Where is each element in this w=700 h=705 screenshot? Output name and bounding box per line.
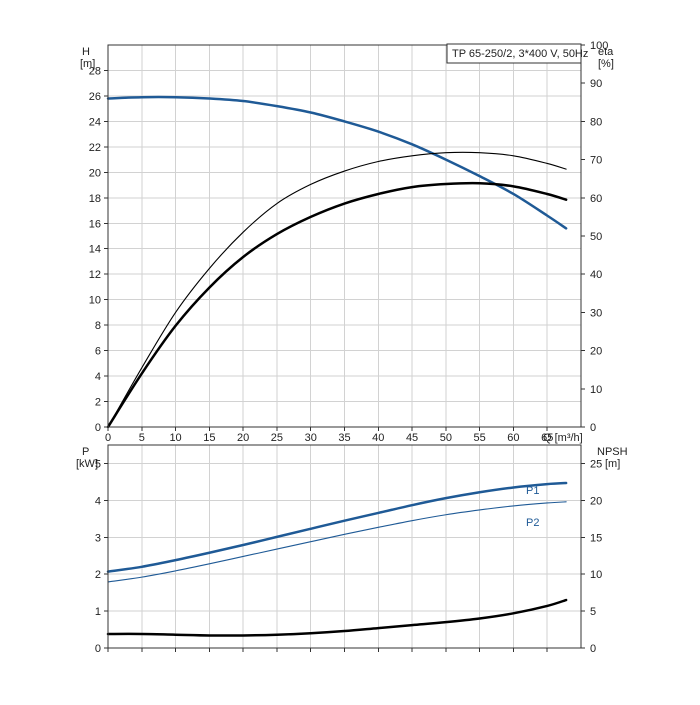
left-tick-label: 12 — [89, 269, 101, 281]
x-tick-label: 20 — [237, 432, 249, 444]
lower-left-axis-label: P — [82, 446, 89, 458]
left-tick-label: 22 — [89, 142, 101, 154]
grid-layer — [108, 45, 581, 648]
upper-left-axis-label: H — [82, 46, 90, 58]
title-box — [446, 43, 582, 64]
lower-series-line-2 — [107, 501, 567, 583]
left-tick-label: 1 — [95, 606, 101, 618]
x-tick-label: 60 — [507, 432, 519, 444]
upper-right-axis-label: eta — [598, 46, 614, 58]
left-tick-label: 26 — [89, 91, 101, 103]
right-tick-label: 0 — [590, 422, 596, 434]
left-tick-label: 4 — [95, 371, 101, 383]
left-tick-label: 20 — [89, 167, 101, 179]
right-tick-label: 30 — [590, 307, 602, 319]
right-tick-label: 50 — [590, 231, 602, 243]
left-tick-label: 3 — [95, 532, 101, 544]
left-tick-label: 28 — [89, 65, 101, 77]
lower-right-axis-label: NPSH — [597, 446, 628, 458]
left-tick-label: 24 — [89, 116, 101, 128]
left-tick-label: 10 — [89, 295, 101, 307]
right-tick-label: 90 — [590, 78, 602, 90]
left-tick-label: 6 — [95, 346, 101, 358]
x-tick-label: 45 — [406, 432, 418, 444]
right-tick-label: 20 — [590, 346, 602, 358]
left-tick-label: 18 — [89, 193, 101, 205]
right-tick-label: 80 — [590, 116, 602, 128]
left-tick-label: 0 — [95, 422, 101, 434]
right-tick-label: 15 — [590, 532, 602, 544]
x-tick-label: 40 — [372, 432, 384, 444]
x-tick-label: 0 — [105, 432, 111, 444]
upper-series-line-1 — [106, 95, 568, 230]
x-tick-label: 10 — [169, 432, 181, 444]
x-tick-label: 65 — [541, 432, 553, 444]
title-box-text: TP 65-250/2, 3*400 V, 50Hz — [452, 48, 588, 60]
upper-left-axis-unit: [m] — [80, 58, 95, 70]
axis-layer: 0246810121416182022242628010203040506070… — [89, 40, 609, 655]
x-tick-label: 35 — [338, 432, 350, 444]
x-axis-label: Q [m³/h] — [543, 432, 583, 444]
x-tick-label: 55 — [474, 432, 486, 444]
left-tick-label: 2 — [95, 569, 101, 581]
x-tick-label: 15 — [203, 432, 215, 444]
left-tick-label: 8 — [95, 320, 101, 332]
lower-right-axis-unit: [m] — [605, 458, 620, 470]
left-tick-label: 0 — [95, 643, 101, 655]
right-tick-label: 0 — [590, 643, 596, 655]
left-tick-label: 14 — [89, 244, 101, 256]
series-label-p1: P1 — [526, 485, 539, 497]
right-tick-label: 40 — [590, 269, 602, 281]
right-tick-label: 100 — [590, 40, 608, 52]
x-tick-label: 30 — [305, 432, 317, 444]
right-tick-label: 20 — [590, 495, 602, 507]
lower-series-line-3 — [106, 598, 568, 637]
x-tick-label: 50 — [440, 432, 452, 444]
upper-series-line-2 — [107, 151, 567, 428]
left-tick-label: 2 — [95, 397, 101, 409]
series-label-p2: P2 — [526, 517, 539, 529]
series-layer — [106, 95, 568, 637]
x-tick-label: 5 — [139, 432, 145, 444]
upper-series-line-3 — [106, 181, 568, 429]
left-tick-label: 16 — [89, 218, 101, 230]
left-tick-label: 5 — [95, 458, 101, 470]
right-tick-label: 10 — [590, 384, 602, 396]
right-tick-label: 10 — [590, 569, 602, 581]
upper-right-axis-unit: [%] — [598, 58, 614, 70]
right-tick-label: 5 — [590, 606, 596, 618]
right-tick-label: 25 — [590, 458, 602, 470]
lower-left-axis-unit: [kW] — [76, 458, 98, 470]
lower-series-line-1 — [106, 481, 568, 573]
left-tick-label: 4 — [95, 495, 101, 507]
right-tick-label: 70 — [590, 155, 602, 167]
x-tick-label: 25 — [271, 432, 283, 444]
right-tick-label: 60 — [590, 193, 602, 205]
